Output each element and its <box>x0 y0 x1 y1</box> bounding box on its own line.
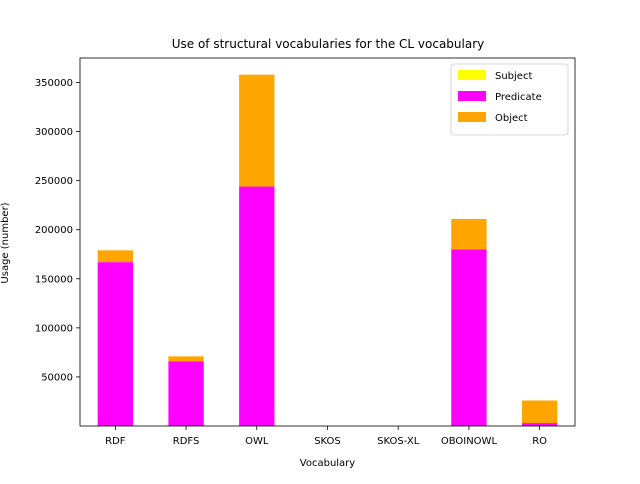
bar-rdfs-predicate <box>168 361 204 426</box>
x-tick-label-owl: OWL <box>245 436 269 447</box>
bar-rdf-predicate <box>97 262 134 426</box>
legend-swatch-predicate <box>458 91 486 101</box>
legend-label-subject: Subject <box>495 71 532 82</box>
chart-title: Use of structural vocabularies for the C… <box>172 37 485 51</box>
bar-owl-predicate <box>239 186 275 426</box>
bar-oboinowl-object <box>451 218 487 250</box>
y-tick-label-350000: 350000 <box>35 78 73 89</box>
bar-ro-predicate <box>521 423 558 426</box>
y-axis-label: Usage (number) <box>0 202 11 283</box>
legend-label-object: Object <box>495 113 528 124</box>
legend-label-predicate: Predicate <box>495 92 542 103</box>
x-tick-label-ro: RO <box>532 436 547 447</box>
x-tick-label-skos: SKOS <box>314 436 341 447</box>
x-tick-label-rdf: RDF <box>105 436 126 447</box>
bar-ro-object <box>521 400 558 424</box>
axes-layer: RDF RDFS OWL SKOS SKOS-XL OBOINOWL RO 50000 1000… <box>35 57 576 447</box>
y-tick-label-100000: 100000 <box>35 323 73 334</box>
legend-swatch-subject <box>458 70 486 80</box>
x-tick-label-rdfs: RDFS <box>173 436 200 447</box>
bars-layer <box>97 74 558 426</box>
legend-swatch-object <box>458 112 486 122</box>
legend: Subject Predicate Object <box>450 63 569 136</box>
x-tick-label-oboinowl: OBOINOWL <box>441 436 498 447</box>
x-axis-label: Vocabulary <box>300 458 356 469</box>
plot-frame <box>79 57 576 427</box>
bar-rdf-object <box>97 250 134 263</box>
bar-oboinowl-predicate <box>451 249 487 426</box>
y-tick-label-300000: 300000 <box>35 127 73 138</box>
y-tick-label-50000: 50000 <box>41 372 73 383</box>
y-tick-label-150000: 150000 <box>35 274 73 285</box>
bar-owl-object <box>239 74 275 187</box>
bar-rdfs-object <box>168 356 204 362</box>
x-tick-label-skos-xl: SKOS-XL <box>377 436 420 447</box>
y-tick-label-250000: 250000 <box>35 176 73 187</box>
y-tick-label-200000: 200000 <box>35 225 73 236</box>
